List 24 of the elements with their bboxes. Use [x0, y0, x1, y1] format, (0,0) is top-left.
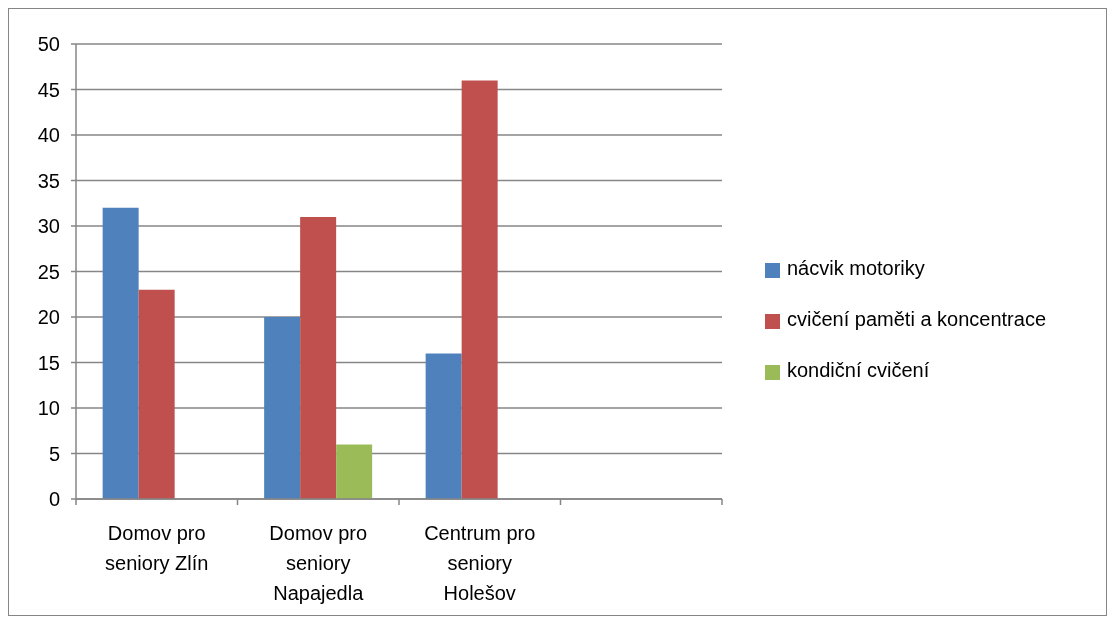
y-tick-label: 15 — [37, 351, 60, 374]
bar — [138, 289, 175, 499]
y-tick-label: 50 — [37, 33, 60, 56]
bar — [425, 353, 462, 499]
y-tick-label: 30 — [37, 215, 60, 238]
x-tick-label: Centrum pro seniory Holešov — [424, 522, 536, 604]
bar — [300, 216, 337, 499]
x-tick-label: Domov pro seniory Zlín — [105, 522, 209, 574]
legend-label: cvičení paměti a koncentrace — [787, 307, 1047, 330]
x-tick-label: Domov pro seniory Napajedla — [269, 522, 368, 604]
bar — [102, 207, 139, 499]
legend-label: nácvik motoriky — [787, 256, 925, 279]
y-tick-label: 35 — [37, 169, 60, 192]
y-tick-label: 45 — [37, 78, 60, 101]
y-tick-label: 25 — [37, 260, 60, 283]
y-tick-label: 20 — [37, 306, 60, 329]
bar — [264, 317, 301, 499]
y-tick-label: 5 — [48, 442, 60, 465]
bar — [461, 80, 498, 499]
bar — [336, 444, 373, 499]
y-tick-label: 0 — [48, 488, 60, 511]
legend-label: kondiční cvičení — [787, 358, 930, 381]
y-tick-label: 10 — [37, 397, 60, 420]
y-tick-label: 40 — [37, 124, 60, 147]
